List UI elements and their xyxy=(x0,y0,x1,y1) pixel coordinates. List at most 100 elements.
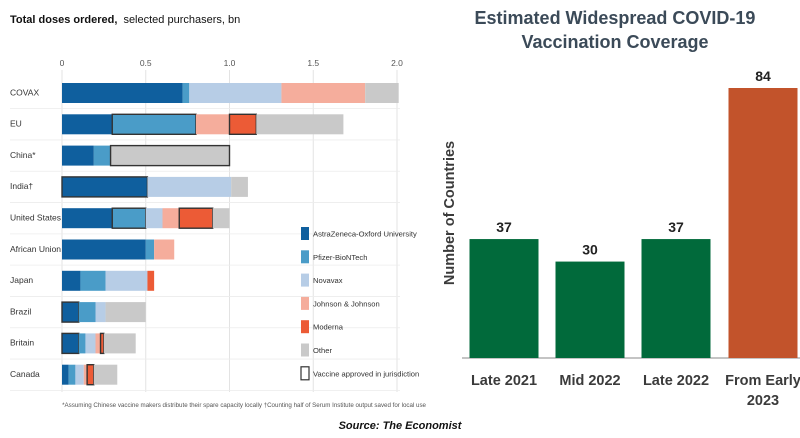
category-label: EU xyxy=(10,119,22,129)
left-chart-title-rest: selected purchasers, bn xyxy=(123,14,240,26)
left-x-ticks: 0 0.5 1.0 1.5 2.0 xyxy=(60,58,404,68)
legend-swatch-novavax xyxy=(301,273,309,287)
doses-ordered-chart: Total doses ordered, selected purchasers… xyxy=(10,14,427,409)
category-label: From Early xyxy=(725,373,800,389)
bar-segment-moderna xyxy=(228,113,257,136)
bar-segment-pfizer-biontech xyxy=(111,113,197,136)
bar-segment-moderna xyxy=(147,270,155,291)
left-gridlines xyxy=(10,70,400,392)
bar-segment-other xyxy=(103,333,136,354)
legend-label-astrazeneca-oxford-university: AstraZeneca-Oxford University xyxy=(313,230,417,239)
bar-segment-astrazeneca-oxford-university xyxy=(61,332,80,355)
category-label: Brazil xyxy=(10,306,31,316)
coverage-chart: Estimated Widespread COVID-19 Vaccinatio… xyxy=(442,8,800,409)
bar-segment-other xyxy=(105,302,146,323)
left-chart-title: Total doses ordered, selected purchasers… xyxy=(10,14,240,26)
right-chart-title-line-2: Vaccination Coverage xyxy=(521,32,708,52)
bar-segment-astrazeneca-oxford-university xyxy=(62,114,113,135)
right-bars: 37 Late 2021 30 Mid 2022 37 Late 2022 84 From E… xyxy=(469,68,800,409)
bar-segment-novavax xyxy=(95,302,106,323)
category-label: India† xyxy=(10,181,33,191)
x-tick-label: 2.0 xyxy=(391,58,403,68)
x-tick-label: 1.5 xyxy=(307,58,319,68)
legend-swatch-other xyxy=(301,343,309,357)
bar-segment-astrazeneca-oxford-university xyxy=(61,301,80,323)
bar-segment-other xyxy=(93,364,118,385)
bar-segment-pfizer-biontech xyxy=(80,270,106,291)
x-tick-label: 0 xyxy=(60,58,65,68)
category-label: Canada xyxy=(10,369,40,379)
legend-label-moderna: Moderna xyxy=(313,323,344,332)
doses-ordered-chart-panel: Total doses ordered, selected purchasers… xyxy=(10,14,427,409)
bar-segment-pfizer-biontech xyxy=(93,145,111,166)
data-label: 30 xyxy=(582,242,598,258)
bar-segment-novavax xyxy=(189,83,282,103)
bar-segment-astrazeneca-oxford-university xyxy=(62,145,94,166)
bar-segment-novavax xyxy=(105,270,148,291)
bar-segment-pfizer-biontech xyxy=(145,239,155,260)
source-caption: Source: The Economist xyxy=(338,420,462,432)
bar-segment-astrazeneca-oxford-university xyxy=(62,270,81,291)
bar-from-early-2023 xyxy=(728,88,798,358)
legend-swatch-moderna xyxy=(301,320,309,334)
category-label: Japan xyxy=(10,275,33,285)
legend-label-pfizer-biontech: Pfizer-BioNTech xyxy=(313,253,367,262)
x-tick-label: 1.0 xyxy=(224,58,236,68)
bar-segment-other xyxy=(231,176,248,197)
bar-segment-pfizer-biontech xyxy=(78,302,96,323)
coverage-chart-panel: Estimated Widespread COVID-19 Vaccinatio… xyxy=(430,0,800,420)
data-label: 37 xyxy=(496,219,512,235)
category-label: COVAX xyxy=(10,87,39,97)
category-label: African Union xyxy=(10,244,61,254)
category-label: Mid 2022 xyxy=(559,373,620,389)
bar-segment-astrazeneca-oxford-university xyxy=(62,83,183,103)
bar-segment-johnson-johnson xyxy=(162,208,180,229)
bar-segment-pfizer-biontech xyxy=(111,207,147,229)
data-label: 84 xyxy=(755,68,771,84)
legend-swatch-pfizer-biontech xyxy=(301,250,309,264)
bar-segment-moderna xyxy=(99,332,105,355)
bar-segment-other xyxy=(256,114,344,135)
legend-label-other: Other xyxy=(313,346,332,355)
bar-late-2021 xyxy=(469,239,539,358)
bar-segment-novavax xyxy=(147,176,232,197)
category-label: Late 2021 xyxy=(471,373,537,389)
bar-segment-pfizer-biontech xyxy=(78,333,86,354)
category-label: Late 2022 xyxy=(643,373,709,389)
legend-label-novavax: Novavax xyxy=(313,276,343,285)
legend-label-johnson-johnson: Johnson & Johnson xyxy=(313,299,380,308)
left-bars xyxy=(61,83,399,386)
bar-segment-pfizer-biontech xyxy=(182,83,190,103)
data-label: 37 xyxy=(668,219,684,235)
bar-segment-novavax xyxy=(75,364,84,385)
legend-swatch-astrazeneca-oxford-university xyxy=(301,227,309,240)
bar-mid-2022 xyxy=(555,261,625,358)
left-footnote: *Assuming Chinese vaccine makers distrib… xyxy=(62,402,426,409)
left-chart-title-bold: Total doses ordered, xyxy=(10,14,117,26)
bar-segment-novavax xyxy=(145,208,163,229)
x-tick-label: 0.5 xyxy=(140,58,152,68)
legend-swatch-approved-outline xyxy=(300,366,310,381)
bar-segment-moderna xyxy=(178,207,214,229)
bar-segment-astrazeneca-oxford-university xyxy=(61,176,149,198)
bar-segment-johnson-johnson xyxy=(196,114,230,135)
bar-segment-pfizer-biontech xyxy=(68,364,76,385)
category-label: China* xyxy=(10,150,36,160)
right-chart-title-line-1: Estimated Widespread COVID-19 xyxy=(475,8,756,28)
category-label: United States xyxy=(10,212,61,222)
left-legend: AstraZeneca-Oxford University Pfizer-BioN… xyxy=(300,227,419,381)
bar-segment-other xyxy=(109,144,231,167)
legend-label-approved: Vaccine approved in jurisdiction xyxy=(313,369,419,378)
category-label: Britain xyxy=(10,338,34,348)
bar-segment-astrazeneca-oxford-university xyxy=(62,208,113,229)
bar-segment-johnson-johnson xyxy=(95,333,101,354)
bar-segment-other xyxy=(212,208,230,229)
bar-late-2022 xyxy=(641,239,711,358)
bar-segment-astrazeneca-oxford-university xyxy=(62,239,146,260)
bar-segment-other xyxy=(365,83,399,103)
legend-swatch-johnson-johnson xyxy=(301,296,309,310)
bar-segment-johnson-johnson xyxy=(154,239,175,260)
category-label: 2023 xyxy=(747,393,779,409)
bar-segment-astrazeneca-oxford-university xyxy=(62,364,69,385)
bar-segment-moderna xyxy=(86,364,95,386)
